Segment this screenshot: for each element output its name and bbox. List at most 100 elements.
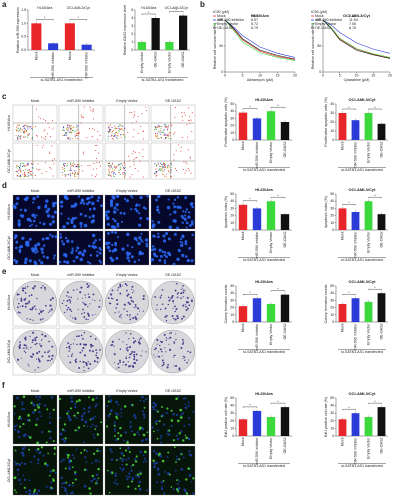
colony: [175, 338, 177, 341]
event-dot: [24, 136, 26, 138]
colony: [34, 308, 37, 310]
event-dot: [71, 163, 73, 165]
nucleus: [30, 461, 33, 464]
event-dot: [25, 129, 27, 131]
nucleus: [177, 396, 180, 398]
x-tick-label: miR-590 inhibitor: [353, 323, 357, 351]
nucleus: [90, 195, 94, 199]
event-dot: [74, 137, 76, 139]
nucleus: [72, 485, 74, 487]
colony: [156, 304, 158, 306]
event-dot: [114, 128, 116, 130]
event-dot: [109, 124, 111, 126]
nucleus: [104, 210, 108, 214]
colony: [78, 367, 81, 369]
nucleus: [125, 475, 128, 478]
event-dot: [77, 132, 79, 134]
x-tick-label: miR-590 inhibitor: [353, 231, 357, 259]
colony: [28, 300, 31, 303]
event-dot: [133, 150, 135, 152]
nucleus: [34, 244, 38, 248]
event-dot: [63, 164, 65, 166]
colony: [96, 361, 99, 363]
column-label: miR-590 inhibitor: [67, 273, 95, 277]
nucleus: [49, 233, 52, 236]
colony: [185, 309, 188, 312]
event-dot: [161, 167, 163, 169]
colony: [163, 333, 166, 336]
nucleus: [34, 251, 37, 254]
colony: [66, 300, 69, 302]
nucleus: [155, 423, 158, 425]
group-label: HL60/Ara: [141, 6, 156, 10]
event-dot: [162, 167, 164, 169]
event-dot: [133, 111, 135, 113]
event-dot: [95, 150, 97, 152]
nucleus: [164, 232, 169, 236]
event-dot: [154, 126, 156, 128]
bar: [364, 113, 373, 140]
nucleus: [23, 260, 28, 265]
x-axis-title: si-SATB1-AS1 transfected: [341, 464, 383, 468]
plate: [59, 280, 103, 325]
nucleus: [138, 428, 141, 431]
y-axis-title: EdU positive cell rate (%): [224, 397, 228, 437]
event-dot: [73, 170, 75, 172]
event-dot: [69, 136, 71, 138]
colony: [98, 305, 101, 308]
event-dot: [71, 125, 73, 127]
nucleus: [111, 243, 114, 247]
event-dot: [124, 135, 126, 137]
nucleus: [51, 234, 54, 238]
nucleus: [91, 214, 95, 218]
event-dot: [70, 131, 72, 133]
nucleus: [21, 236, 25, 240]
event-dot: [184, 172, 186, 174]
event-dot: [187, 149, 189, 151]
colony: [66, 309, 68, 311]
chart-title: HL60/Ara: [255, 279, 273, 284]
colony: [182, 285, 184, 287]
event-dot: [62, 129, 64, 131]
event-dot: [75, 170, 77, 172]
nucleus: [97, 196, 101, 200]
nucleus: [25, 196, 29, 200]
nucleus: [130, 403, 133, 406]
x-tick-label: 15: [276, 73, 280, 77]
colony: [171, 314, 174, 318]
row-label: OCI-AML3/Cyt: [7, 459, 11, 482]
nucleus: [51, 215, 55, 219]
bar: [364, 417, 373, 436]
nucleus: [126, 478, 129, 481]
colony: [136, 313, 139, 316]
nucleus: [115, 256, 119, 260]
nucleus: [178, 458, 181, 461]
colony: [135, 306, 137, 308]
colony: [44, 286, 46, 289]
nucleus: [32, 492, 35, 496]
event-dot: [111, 168, 113, 170]
nucleus: [64, 429, 66, 432]
colony: [122, 341, 124, 343]
colony: [72, 343, 75, 345]
colony: [83, 366, 85, 368]
nucleus: [75, 255, 79, 259]
plate: [105, 280, 149, 325]
colony: [119, 283, 122, 286]
ic50-value: 7.55: [349, 22, 356, 26]
colony: [175, 333, 177, 335]
colony: [85, 364, 88, 367]
y-tick-label: 50: [330, 396, 334, 400]
event-dot: [42, 144, 44, 146]
event-dot: [32, 127, 34, 129]
nucleus: [88, 207, 92, 211]
event-dot: [174, 131, 176, 133]
colony: [37, 366, 40, 369]
y-tick-label: 100: [315, 18, 321, 22]
event-dot: [112, 170, 114, 172]
y-tick-label: 3: [131, 24, 133, 28]
event-dot: [159, 165, 161, 167]
nucleus: [144, 460, 147, 462]
nucleus: [157, 232, 160, 235]
event-dot: [123, 176, 125, 178]
